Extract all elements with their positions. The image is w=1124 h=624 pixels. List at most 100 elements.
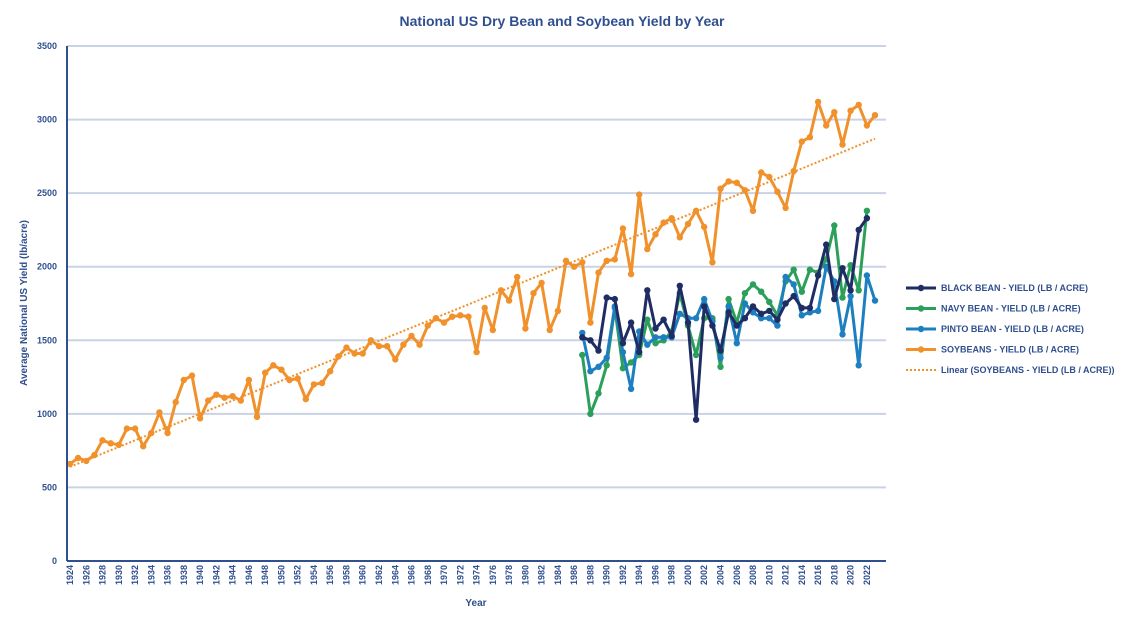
x-tick-label: 1944 xyxy=(228,565,238,585)
data-point xyxy=(343,344,350,351)
data-point xyxy=(644,287,651,294)
data-point xyxy=(205,397,212,404)
series-1 xyxy=(579,215,871,423)
data-point xyxy=(164,429,171,437)
data-point xyxy=(603,257,610,264)
data-point xyxy=(847,292,854,300)
data-point xyxy=(262,369,269,376)
data-point xyxy=(595,363,602,370)
series-2 xyxy=(579,207,871,418)
x-tick-label: 1988 xyxy=(585,565,595,585)
x-tick-label: 1954 xyxy=(309,565,319,585)
y-tick-label: 3500 xyxy=(37,41,57,51)
data-point xyxy=(603,294,610,301)
data-point xyxy=(286,376,293,384)
data-point xyxy=(644,245,651,253)
x-tick-label: 1946 xyxy=(244,565,254,585)
x-tick-label: 1940 xyxy=(195,565,205,585)
data-point xyxy=(831,222,838,229)
data-point xyxy=(570,263,578,270)
data-point xyxy=(692,315,700,322)
data-point xyxy=(652,231,659,238)
data-point xyxy=(774,188,781,195)
data-point xyxy=(505,297,513,304)
data-point xyxy=(692,207,700,214)
data-point xyxy=(619,348,627,356)
data-point xyxy=(457,312,464,319)
data-point xyxy=(489,326,496,334)
data-point xyxy=(611,256,618,263)
data-point xyxy=(863,215,871,222)
x-tick-label: 1924 xyxy=(65,565,75,585)
y-tick-label: 500 xyxy=(42,482,57,492)
data-point xyxy=(579,329,586,337)
data-point xyxy=(367,337,375,344)
data-point xyxy=(522,325,529,332)
data-point xyxy=(481,304,488,312)
data-point xyxy=(717,347,724,354)
data-point xyxy=(823,241,830,248)
y-tick-label: 2000 xyxy=(37,262,57,272)
data-point xyxy=(253,413,261,420)
data-point xyxy=(733,322,740,329)
data-point xyxy=(725,303,732,310)
x-tick-label: 1926 xyxy=(81,565,91,585)
data-point xyxy=(741,290,749,297)
x-tick-label: 1976 xyxy=(488,565,498,585)
data-point xyxy=(725,295,732,303)
data-point xyxy=(766,307,773,315)
legend-label: PINTO BEAN - YIELD (LB / ACRE) xyxy=(941,324,1084,334)
data-point xyxy=(806,309,814,316)
data-point xyxy=(806,266,814,273)
legend-marker xyxy=(917,346,925,353)
data-point xyxy=(684,319,692,326)
data-point xyxy=(758,310,765,317)
data-point xyxy=(375,343,383,350)
y-tick-label: 0 xyxy=(52,556,57,566)
x-tick-label: 1956 xyxy=(325,565,335,585)
data-point xyxy=(660,219,667,226)
data-point xyxy=(554,307,562,315)
data-point xyxy=(798,138,805,145)
data-point xyxy=(424,322,431,329)
x-tick-label: 1980 xyxy=(520,565,530,585)
data-point xyxy=(603,362,610,369)
data-point xyxy=(140,443,147,450)
series-layer xyxy=(66,98,879,468)
data-point xyxy=(229,393,236,400)
data-point xyxy=(863,272,871,279)
x-tick-label: 1970 xyxy=(439,565,449,585)
x-tick-label: 2004 xyxy=(716,565,726,585)
data-point xyxy=(497,287,505,294)
data-point xyxy=(668,215,675,222)
data-point xyxy=(245,376,253,384)
data-point xyxy=(733,340,740,347)
x-tick-label: 2020 xyxy=(846,565,856,585)
data-point xyxy=(758,288,765,295)
data-point xyxy=(449,313,456,320)
data-point xyxy=(270,362,277,369)
gridlines xyxy=(67,45,886,489)
x-tick-labels: 1924 1926 1928 1930 1932 1934 1936 1938 1940 1942… xyxy=(65,565,872,585)
data-point xyxy=(676,310,683,317)
data-point xyxy=(676,234,683,241)
series-line xyxy=(581,217,869,422)
x-tick-label: 1994 xyxy=(634,565,644,585)
data-point xyxy=(644,341,651,348)
data-point xyxy=(660,334,667,341)
x-tick-label: 1934 xyxy=(146,565,156,585)
data-point xyxy=(562,257,570,264)
data-point xyxy=(701,223,708,231)
data-point xyxy=(774,316,781,323)
x-tick-label: 1932 xyxy=(130,565,140,585)
data-point xyxy=(847,287,854,294)
data-point xyxy=(440,319,448,326)
data-point xyxy=(652,325,659,332)
x-tick-label: 1952 xyxy=(293,565,303,585)
x-tick-label: 2002 xyxy=(699,565,709,585)
data-point xyxy=(701,303,708,310)
data-point xyxy=(782,273,789,281)
x-tick-label: 1984 xyxy=(553,565,563,585)
